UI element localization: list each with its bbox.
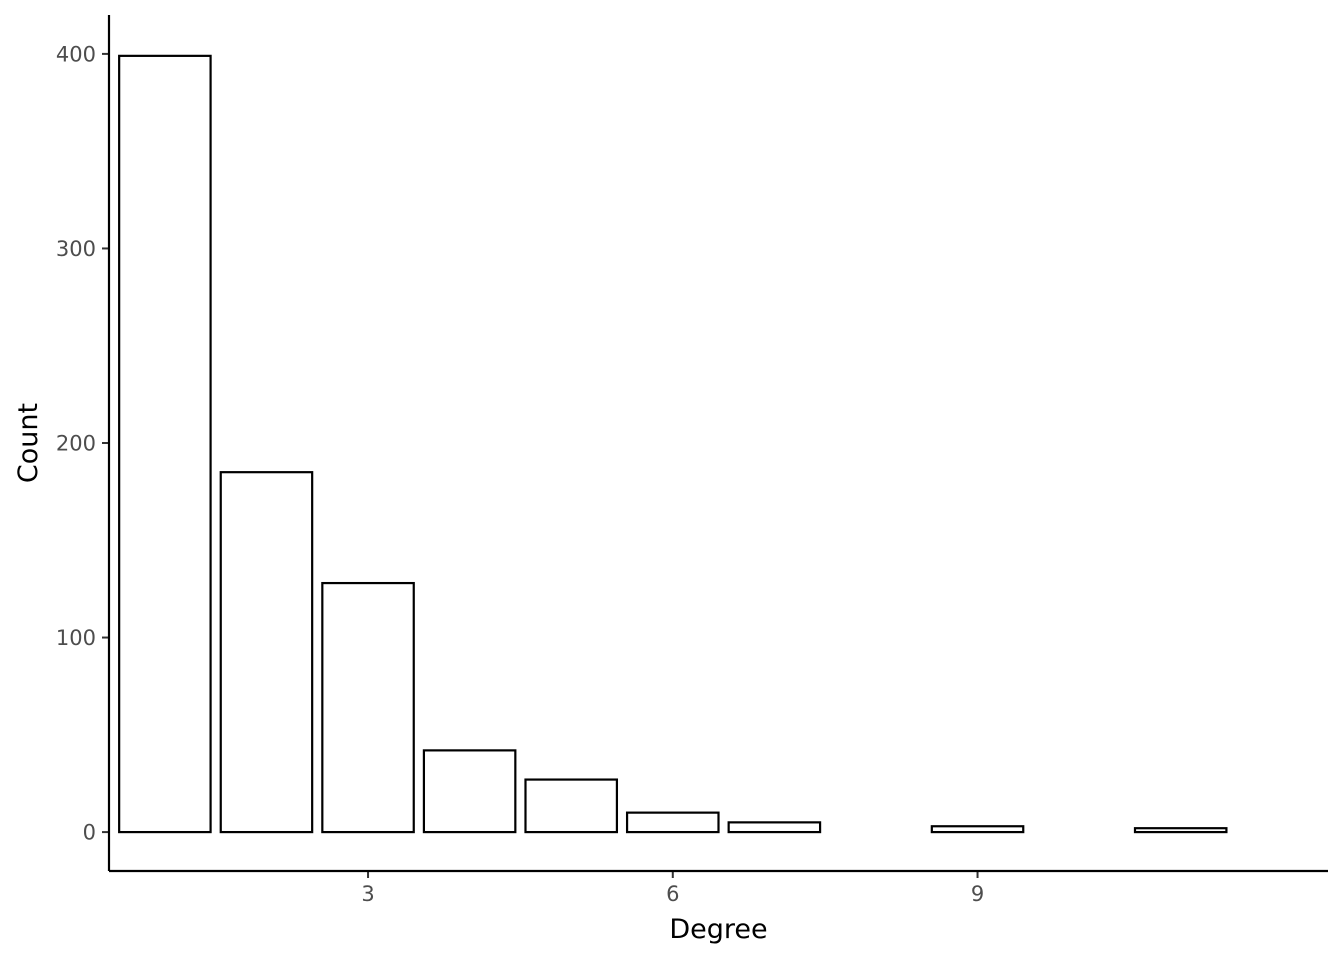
- bar-degree-2: [219, 471, 314, 834]
- x-tick-label-9: 9: [971, 882, 984, 906]
- y-tick-label-400: 400: [56, 42, 96, 66]
- x-tick-label-6: 6: [666, 882, 679, 906]
- y-tick-label-200: 200: [56, 432, 96, 456]
- x-axis-ticks: 3 6 9: [361, 871, 984, 906]
- y-tick-label-100: 100: [56, 626, 96, 650]
- y-axis-ticks: 0 100 200 300 400: [56, 42, 109, 845]
- bar-degree-1: [118, 54, 212, 834]
- bar-degree-7: [727, 821, 822, 834]
- bar-degree-11: [1133, 827, 1228, 834]
- y-tick-label-0: 0: [83, 821, 96, 845]
- bar-degree-6: [625, 811, 720, 834]
- bar-degree-5: [524, 778, 619, 834]
- x-tick-label-3: 3: [361, 882, 374, 906]
- y-axis-title: Count: [13, 403, 44, 483]
- bar-degree-9: [930, 825, 1025, 834]
- x-axis-title: Degree: [669, 914, 767, 945]
- bar-degree-3: [321, 581, 415, 834]
- bars-group: [118, 54, 1228, 834]
- y-tick-label-300: 300: [56, 237, 96, 261]
- bar-degree-4: [422, 749, 517, 834]
